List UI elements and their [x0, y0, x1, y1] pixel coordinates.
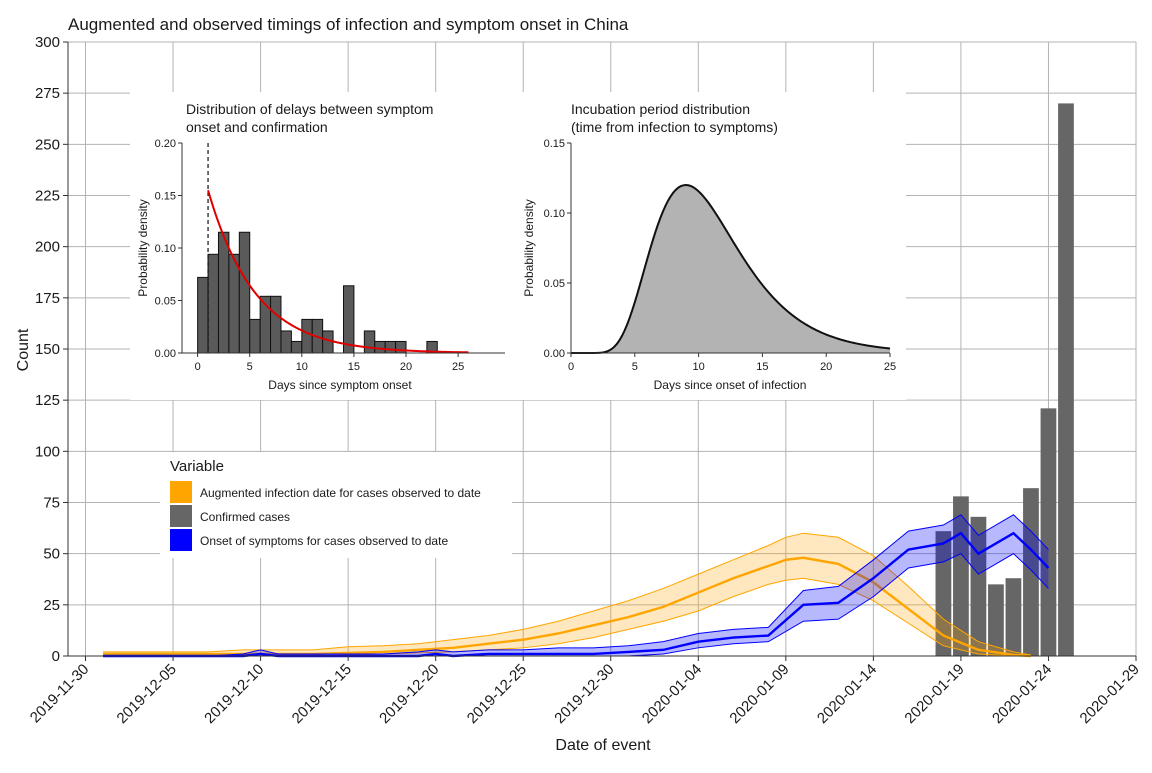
histogram-bar — [238, 231, 251, 354]
histogram-bar — [197, 276, 209, 354]
infection-ribbon — [103, 533, 1031, 656]
legend-swatch-onset — [170, 529, 192, 551]
confirmed-bars — [935, 103, 1074, 656]
incubation-area — [571, 185, 890, 353]
inset-incubation: Incubation period distribution (time fro… — [514, 92, 906, 400]
y-tick-label: 125 — [35, 392, 60, 409]
fitted-density-curve — [207, 189, 469, 354]
y-tick-label: 150 — [35, 341, 60, 358]
y-axis-label: Count — [15, 328, 32, 371]
inset-delays-y-tick-label: 0.05 — [155, 296, 176, 308]
histogram-bar — [301, 318, 313, 354]
bar-confirmed-cases — [1005, 578, 1022, 656]
inset-delays-y-tick-label: 0.15 — [155, 191, 176, 203]
y-tick-label: 275 — [35, 85, 60, 102]
infection-upper-bound — [103, 532, 1032, 656]
incubation-curve — [571, 183, 891, 354]
inset-incubation-x-tick-label: 10 — [692, 361, 704, 373]
histogram-bar — [280, 330, 292, 354]
legend: Variable Augmented infection date for ca… — [160, 452, 512, 558]
histogram-bar — [384, 340, 397, 354]
histogram-bar — [207, 253, 219, 354]
inset-delays-x-tick-label: 0 — [195, 361, 201, 373]
bar-confirmed-cases — [1058, 103, 1074, 656]
histogram-bar — [270, 295, 282, 354]
y-tick-label: 225 — [35, 188, 60, 205]
y-tick-label: 25 — [43, 597, 60, 614]
inset-delays-y-label: Probability density — [136, 199, 150, 296]
inset-incubation-x-tick-label: 25 — [884, 361, 896, 373]
bar-confirmed-cases — [1040, 408, 1057, 656]
histogram-bar — [249, 318, 261, 354]
y-tick-label: 50 — [43, 546, 60, 563]
onset-upper-bound — [103, 514, 1049, 657]
inset-delays-background — [130, 92, 514, 400]
inset-delays-x-tick-label: 10 — [296, 361, 308, 373]
y-tick-label: 250 — [35, 136, 60, 153]
inset-incubation-y-tick-label: 0.10 — [544, 208, 565, 220]
y-tick-label: 300 — [35, 34, 60, 51]
histogram-bar — [343, 285, 355, 354]
inset-delays-x-tick-label: 5 — [247, 361, 253, 373]
inset-incubation-x-tick-label: 0 — [568, 361, 574, 373]
inset-delays-x-tick-label: 15 — [348, 361, 360, 373]
onset-ribbon — [103, 514, 1049, 656]
legend-title: Variable — [170, 458, 224, 475]
onset-mean-line — [103, 531, 1050, 658]
y-tick-label: 75 — [43, 495, 60, 512]
inset-delays-x-tick-label: 25 — [452, 361, 464, 373]
inset-incubation-plot: 0.00 0.05 0.10 0.15 0 5 10 15 20 25 — [544, 138, 897, 373]
inset-incubation-y-tick-label: 0.00 — [544, 348, 565, 360]
inset-incubation-x-tick-label: 5 — [632, 361, 638, 373]
inset-delays-y-tick-label: 0.10 — [155, 243, 176, 255]
chart-title: Augmented and observed timings of infect… — [68, 15, 629, 34]
inset-incubation-title-line2: (time from infection to symptoms) — [571, 119, 778, 135]
y-tick-label: 0 — [52, 648, 60, 665]
inset-delays-x-tick-label: 20 — [400, 361, 412, 373]
inset-delays: Distribution of delays between symptom o… — [130, 92, 514, 400]
legend-label-infection: Augmented infection date for cases obser… — [200, 486, 481, 500]
inset-delays-y-tick-label: 0.20 — [155, 138, 176, 150]
histogram-bar — [228, 253, 240, 354]
inset-incubation-y-tick-label: 0.15 — [544, 138, 565, 150]
inset-delays-title-line1: Distribution of delays between symptom — [186, 101, 433, 117]
histogram-bar — [363, 330, 376, 354]
legend-swatch-infection — [170, 481, 192, 503]
inset-incubation-x-label: Days since onset of infection — [654, 378, 807, 392]
inset-incubation-y-tick-label: 0.05 — [544, 278, 565, 290]
legend-box — [160, 452, 512, 558]
bar-confirmed-cases — [1023, 488, 1039, 656]
inset-delays-y-tick-label: 0.00 — [155, 348, 176, 360]
inset-delays-x-label: Days since symptom onset — [268, 378, 412, 392]
y-tick-label: 100 — [35, 443, 60, 460]
inset-incubation-y-label: Probability density — [522, 199, 536, 296]
inset-incubation-title-line1: Incubation period distribution — [571, 101, 750, 117]
legend-label-confirmed: Confirmed cases — [200, 510, 290, 524]
y-tick-label: 175 — [35, 290, 60, 307]
histogram-bar — [217, 231, 230, 354]
inset-delays-title-line2: onset and confirmation — [186, 119, 328, 135]
inset-incubation-x-tick-label: 15 — [756, 361, 768, 373]
y-tick-label: 200 — [35, 239, 60, 256]
legend-label-onset: Onset of symptoms for cases observed to … — [200, 534, 448, 548]
histogram-bar — [374, 340, 386, 354]
bar-confirmed-cases — [988, 584, 1004, 656]
histogram-bar — [290, 340, 303, 354]
x-axis-label: Date of event — [555, 737, 651, 754]
inset-delays-plot: 0.00 0.05 0.10 0.15 0.20 0 5 10 15 20 25 — [155, 138, 505, 373]
inset-incubation-x-tick-label: 20 — [820, 361, 832, 373]
legend-swatch-confirmed — [170, 505, 192, 527]
